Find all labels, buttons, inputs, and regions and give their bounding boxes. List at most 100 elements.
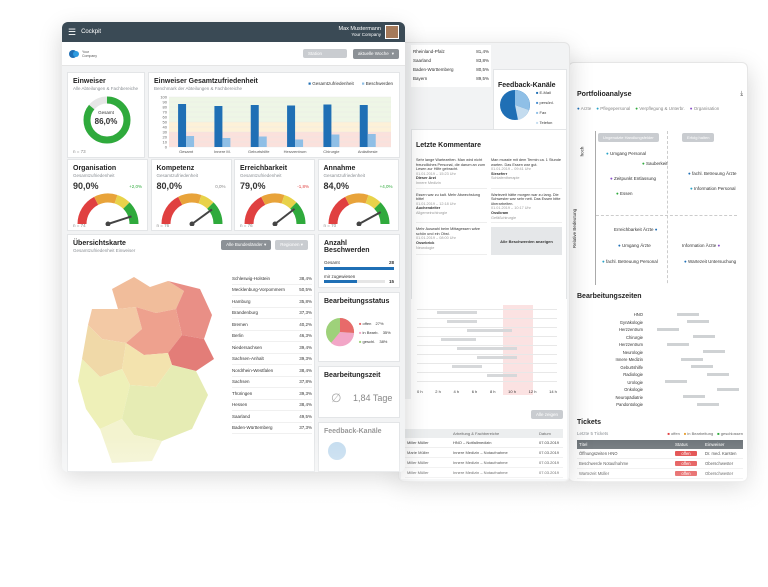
map-region-hesse[interactable] — [122, 343, 172, 387]
user-info[interactable]: Max Mustermann Your Company — [339, 26, 382, 38]
comment-date: 01.01.2019 – 12:18 Uhr — [416, 201, 456, 206]
kpi-subtitle: Gesamtzufriedenheit — [73, 173, 115, 178]
state-value: 35,8% — [299, 298, 312, 304]
week-filter[interactable]: aktuelle Woche ▾ — [353, 48, 399, 59]
hamburger-icon[interactable]: ☰ — [68, 26, 77, 37]
point-info-personal: ● Information Personal — [690, 186, 736, 191]
state-row[interactable]: Mecklenburg-Vorpommern 50,5% — [232, 285, 312, 296]
state-row[interactable]: Sachsen-Anhalt 39,3% — [232, 354, 312, 365]
gauge-hub — [356, 221, 361, 226]
state-row[interactable]: Niedersachsen 39,4% — [232, 342, 312, 354]
time-gridline — [417, 363, 557, 364]
kpi-gauge — [161, 193, 222, 226]
beschwerden-title: Anzahl Beschwerden — [324, 240, 370, 254]
gesamt-title: Einweiser Gesamtzufriedenheit — [154, 78, 258, 85]
kpi-gauge — [244, 193, 306, 226]
beschwerden-zug-value: 15 — [388, 279, 394, 284]
state-row[interactable]: Bremen 40,2% — [232, 319, 312, 331]
fb-legend-email: ■ E-Mail — [536, 90, 551, 95]
comment-author: Dieser Arzt — [416, 176, 436, 181]
bar-zufriedenheit[interactable] — [250, 105, 259, 147]
fb-legend-persoenlich: ■ persönl. — [536, 100, 554, 105]
dept-bar — [677, 312, 699, 316]
donut-value: 86,0% — [94, 117, 118, 126]
state-row[interactable]: Berlin 46,3% — [232, 331, 312, 342]
kpi-delta: 0,0% — [215, 183, 226, 189]
state-row[interactable]: Hessen 38,4% — [232, 400, 312, 411]
time-xtick: 12 h — [528, 389, 537, 394]
time-xtick: 0 h — [417, 389, 423, 394]
comment[interactable]: Wartezeit hätte morgen war zu lang. Die … — [491, 193, 562, 224]
state-row[interactable]: Sachsen 37,8% — [232, 377, 312, 388]
state-row[interactable]: Brandenburg 37,3% — [232, 308, 312, 319]
state-row[interactable]: Thüringen 39,3% — [232, 388, 312, 400]
state-row[interactable]: Baden-Württemberg 37,3% — [232, 423, 312, 434]
bar-beschwerden[interactable] — [258, 136, 267, 148]
status-label: geschl. — [362, 339, 376, 344]
bar-zufriedenheit[interactable] — [323, 104, 332, 148]
time-gridline — [417, 336, 557, 337]
status-label: offen — [362, 321, 372, 326]
map-region-center[interactable] — [126, 307, 182, 355]
no-symbol-icon: ∅ — [331, 391, 342, 405]
state-row[interactable]: Saarland 49,5% — [232, 411, 312, 423]
bundeslaender-dropdown[interactable]: Alle Bundesländer ▾ — [221, 240, 272, 250]
time-bar — [452, 365, 482, 368]
time-gridline — [417, 345, 557, 346]
zeit-title: Bearbeitungszeit — [324, 372, 381, 379]
w2-state-row: Baden-Württemberg 80,5% — [413, 65, 489, 74]
map-region-southwest[interactable] — [78, 359, 130, 429]
show-all-button[interactable]: Alle zeigen — [530, 410, 563, 419]
y-tick-label: 90 — [163, 100, 168, 105]
map-region-northwest[interactable] — [88, 307, 142, 343]
map-region-saxony[interactable] — [168, 335, 214, 371]
map-region-north[interactable] — [112, 277, 184, 313]
state-value: 38,4% — [299, 402, 312, 408]
download-icon[interactable]: ⤓ — [740, 91, 743, 97]
dept-bar — [717, 387, 739, 391]
state-value: 38,4% — [299, 275, 312, 281]
comment[interactable]: Mehr Auswahl beim Mittagessen wäre schön… — [416, 227, 487, 256]
comment[interactable]: Sehr lange Wartezeiten. Man wird nicht f… — [416, 158, 487, 189]
map-region-west[interactable] — [82, 325, 126, 377]
gauge-needle — [274, 208, 296, 225]
bar-zufriedenheit[interactable] — [287, 105, 296, 148]
y-tick-label: 60 — [163, 115, 168, 120]
state-row[interactable]: Hamburg 35,8% — [232, 296, 312, 308]
bar-zufriedenheit[interactable] — [359, 105, 368, 147]
comment-dept: Gefäßchirurgie — [491, 215, 517, 220]
bar-beschwerden[interactable] — [295, 139, 304, 148]
station-filter[interactable]: Station — [303, 49, 348, 58]
dept-track — [647, 312, 743, 317]
bar-beschwerden[interactable] — [367, 134, 376, 147]
comment[interactable]: Essen war zu kalt. Mehr Abwechslung bitt… — [416, 193, 487, 224]
bar-beschwerden[interactable] — [222, 138, 231, 147]
bar-zufriedenheit[interactable] — [214, 106, 223, 147]
chart-band — [169, 132, 391, 147]
map-region-bavaria[interactable] — [122, 365, 208, 441]
y-axis-high: hoch — [579, 146, 585, 157]
y-axis-label: Relative Bedeutung — [572, 208, 578, 249]
point-essen: ● Essen — [616, 191, 633, 196]
bar-beschwerden[interactable] — [331, 134, 340, 148]
point-label: Essen — [619, 191, 633, 196]
bottom-fade — [0, 437, 768, 587]
state-name: Niedersachsen — [232, 344, 263, 350]
dept-track — [647, 320, 743, 324]
regionen-dropdown[interactable]: Regionen ▾ — [275, 240, 308, 250]
dept-name: Gynäkologie — [619, 319, 643, 325]
avatar[interactable] — [385, 25, 399, 39]
comment[interactable]: Man musste mit dem Termin ca. 1 Stunde w… — [491, 158, 562, 189]
state-row[interactable]: Schleswig-Holstein 38,4% — [232, 273, 312, 285]
state-name: Sachsen-Anhalt — [232, 356, 264, 362]
bar-zufriedenheit[interactable] — [178, 104, 187, 147]
map-region-east[interactable] — [168, 281, 212, 339]
gauge-segment — [364, 194, 381, 209]
all-complaints-button[interactable]: Alle Beschwerden anzeigen — [491, 227, 562, 256]
gesamt-legend: ■ Gesamtzufriedenheit ■ Beschwerden — [308, 81, 393, 86]
bar-beschwerden[interactable] — [186, 136, 195, 147]
state-row[interactable]: Nordrhein-Westfalen 38,4% — [232, 365, 312, 377]
dept-name: Herzzentrum — [619, 327, 643, 333]
w2-states: Rheinland-Pfalz 81,4% Saarland 83,8% Baden-W… — [413, 47, 489, 83]
tickets-legend: ■ offen ■ in Bearbeitung ■ geschlossen — [667, 431, 743, 436]
